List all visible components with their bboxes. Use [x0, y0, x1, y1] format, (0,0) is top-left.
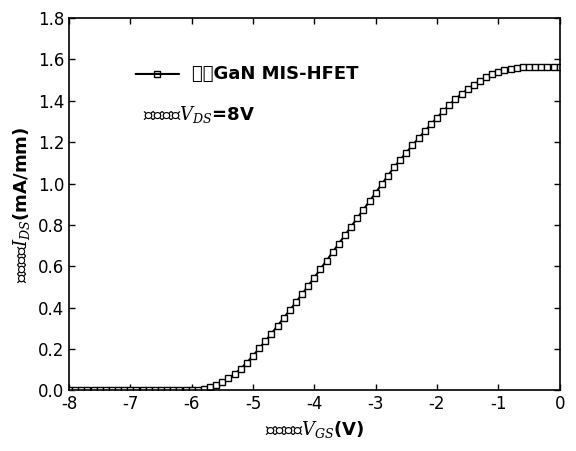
X-axis label: 栅源电压$V_{GS}$(V): 栅源电压$V_{GS}$(V) — [264, 419, 364, 440]
Text: 常规GaN MIS-HFET: 常规GaN MIS-HFET — [192, 65, 358, 83]
Y-axis label: 漏极电流$I_{DS}$(mA/mm): 漏极电流$I_{DS}$(mA/mm) — [11, 126, 32, 282]
Text: 漏源电压$V_{DS}$=8V: 漏源电压$V_{DS}$=8V — [143, 105, 255, 125]
